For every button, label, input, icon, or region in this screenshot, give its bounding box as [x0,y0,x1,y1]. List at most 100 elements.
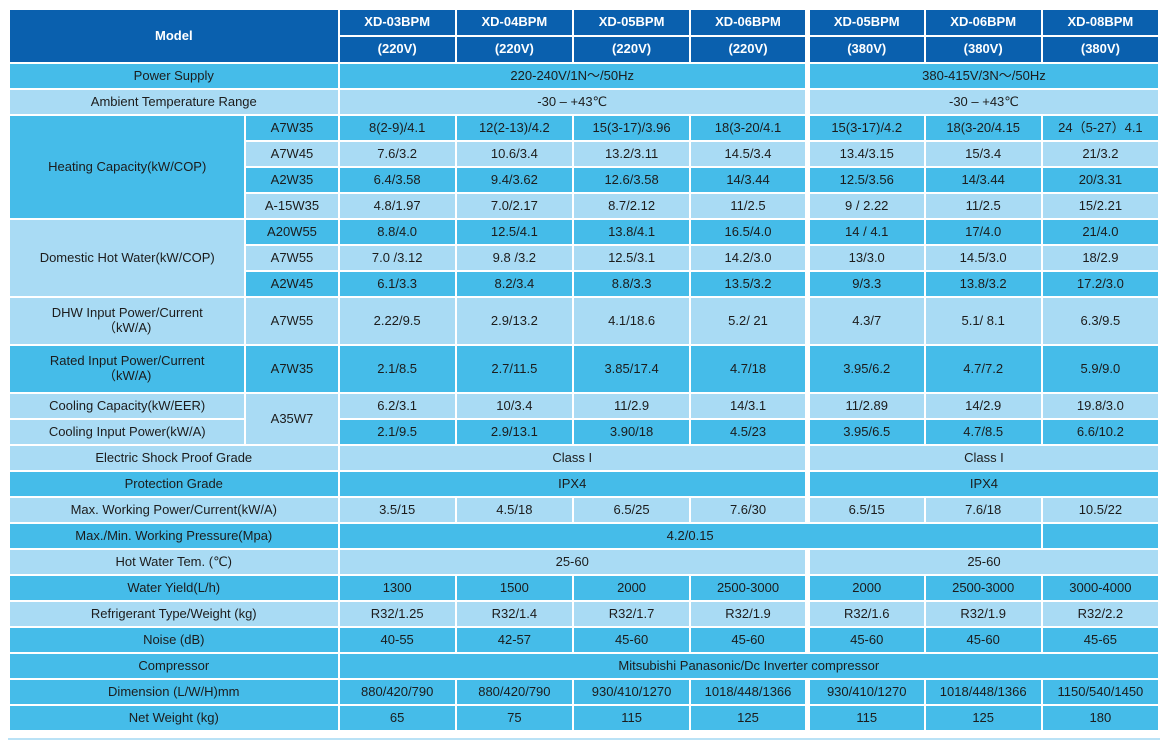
row-label: Refrigerant Type/Weight (kg) [8,600,340,628]
spec-value-cell: 10/3.4 [454,392,574,420]
spec-value-cell: 2500-3000 [923,574,1043,602]
spec-value-cell: 3.85/17.4 [571,344,692,394]
spec-value-cell: 15/3.4 [923,140,1043,168]
spec-value-cell: 4.7/7.2 [923,344,1043,394]
model-name-header: XD-06BPM [689,8,809,37]
spec-value-cell: 20/3.31 [1040,166,1161,194]
table-row: Noise (dB) 40-55 42-57 45-60 45-60 45-60 45-60… [8,626,1161,654]
condition-label: A7W45 [244,140,340,168]
spec-value-cell: 220-240V/1N～/50Hz [337,62,809,90]
spec-value-cell: 6.5/15 [804,496,926,524]
spec-value-cell: 6.1/3.3 [337,270,457,298]
spec-value-cell: 4.8/1.97 [337,192,457,220]
spec-value-cell: 25-60 [337,548,809,576]
spec-value-cell: 8.2/3.4 [454,270,574,298]
table-row: Rated Input Power/Current （kW/A) A7W35 2.1… [7,344,1161,394]
spec-value-cell: 125 [689,704,809,732]
condition-label: A7W55 [244,296,340,346]
model-voltage-header: (220V) [571,35,692,64]
spec-value-cell: 17/4.0 [923,218,1043,246]
row-label: Max./Min. Working Pressure(Mpa) [8,522,340,550]
spec-value-cell: 15(3-17)/4.2 [804,114,926,142]
table-row: Ambient Temperature Range -30 – +43℃ -30 –… [8,88,1160,116]
spec-value-cell: 9.4/3.62 [454,166,574,194]
spec-table-head: Model XD-03BPM XD-04BPM XD-05BPM XD-06BPM XD-… [8,8,1161,64]
spec-value-cell: 9/3.3 [804,270,926,298]
spec-value-cell: 19.8/3.0 [1040,392,1161,420]
spec-value-cell: 2.9/13.1 [454,418,574,446]
spec-value-cell: 6.3/9.5 [1040,296,1161,346]
row-label: Heating Capacity(kW/COP) [7,114,247,220]
spec-value-cell: 6.2/3.1 [337,392,457,420]
table-row: Power Supply 220-240V/1N～/50Hz 380-415V/3N… [8,62,1160,90]
spec-value-cell: 45-60 [689,626,809,654]
condition-label: A7W55 [244,244,340,272]
spec-value-cell: R32/1.7 [571,600,692,628]
row-label: DHW Input Power/Current （kW/A) [7,296,247,346]
spec-value-cell: R32/1.9 [923,600,1043,628]
spec-value-cell: 45-65 [1040,626,1161,654]
spec-value-cell: 4.3/7 [804,296,926,346]
spec-value-cell: 11/2.89 [804,392,926,420]
spec-value-cell: R32/1.25 [337,600,457,628]
spec-value-cell: 14.5/3.4 [689,140,809,168]
spec-value-cell: IPX4 [804,470,1160,498]
table-row: A-15W35 4.8/1.97 7.0/2.17 8.7/2.12 11/2.5 9 /… [9,192,1161,220]
condition-label: A7W35 [244,114,340,142]
table-row: Max./Min. Working Pressure(Mpa) 4.2/0.15 [8,522,1161,550]
row-label: Domestic Hot Water(kW/COP) [7,218,247,298]
spec-value-cell: 12.5/4.1 [454,218,574,246]
spec-value-cell: 6.5/25 [571,496,692,524]
model-name-header: XD-05BPM [571,8,692,37]
spec-value-cell: 2.7/11.5 [454,344,574,394]
spec-value-cell: IPX4 [337,470,809,498]
spec-value-cell: 3000-4000 [1040,574,1161,602]
row-label: Rated Input Power/Current （kW/A) [7,344,247,394]
table-row: Net Weight (kg) 65 75 115 125 115 125 180 [8,704,1161,732]
spec-value-cell: 45-60 [923,626,1043,654]
spec-value-cell: 18(3-20/4.1 [689,114,809,142]
condition-label: A-15W35 [244,192,340,220]
spec-value-cell: 5.9/9.0 [1040,344,1161,394]
spec-value-cell: 11/2.5 [923,192,1043,220]
spec-value-cell: -30 – +43℃ [337,88,809,116]
spec-value-cell: 13.8/4.1 [571,218,692,246]
spec-value-cell: R32/2.2 [1040,600,1161,628]
spec-value-cell: 3.90/18 [571,418,692,446]
spec-value-cell [1040,522,1161,550]
condition-label: A7W35 [244,344,340,394]
product-spec-table: Model XD-03BPM XD-04BPM XD-05BPM XD-06BPM XD-… [7,8,1161,732]
spec-value-cell: 14/2.9 [923,392,1043,420]
spec-value-cell: 12.6/3.58 [571,166,692,194]
spec-value-cell: 16.5/4.0 [689,218,809,246]
spec-value-cell: 18(3-20/4.15 [923,114,1043,142]
spec-value-cell: 1150/540/1450 [1040,678,1161,706]
spec-value-cell: 14/3.44 [689,166,809,194]
condition-label: A20W55 [244,218,340,246]
spec-value-cell: 880/420/790 [337,678,457,706]
spec-value-cell: 1018/448/1366 [923,678,1043,706]
spec-value-cell: 2.22/9.5 [337,296,457,346]
spec-value-cell: 4.1/18.6 [571,296,692,346]
table-row: Max. Working Power/Current(kW/A) 3.5/15 4.… [8,496,1161,524]
spec-value-cell: 14 / 4.1 [804,218,926,246]
row-label: Cooling Input Power(kW/A) [7,418,247,446]
spec-value-cell: 2.1/8.5 [337,344,457,394]
spec-value-cell: 7.0/2.17 [454,192,574,220]
table-row: A2W35 6.4/3.58 9.4/3.62 12.6/3.58 14/3.44 12.… [9,166,1161,194]
spec-value-cell: 1300 [337,574,457,602]
spec-value-cell: 9.8 /3.2 [454,244,574,272]
model-voltage-header: (380V) [804,35,926,64]
spec-value-cell: 4.5/23 [689,418,809,446]
spec-value-cell: 9 / 2.22 [804,192,926,220]
spec-value-cell: 7.6/18 [923,496,1043,524]
condition-label: A2W35 [244,166,340,194]
model-name-header: XD-06BPM [923,8,1043,37]
spec-value-cell: 4.2/0.15 [337,522,1043,550]
spec-value-cell: 45-60 [804,626,926,654]
spec-value-cell: 7.0 /3.12 [337,244,457,272]
table-row: Heating Capacity(kW/COP) A7W35 8(2-9)/4.1 1… [7,114,1161,220]
spec-value-cell: 2.1/9.5 [337,418,457,446]
table-row: Water Yield(L/h) 1300 1500 2000 2500-3000 200… [8,574,1161,602]
table-row: Electric Shock Proof Grade Class I Class I [8,444,1160,472]
